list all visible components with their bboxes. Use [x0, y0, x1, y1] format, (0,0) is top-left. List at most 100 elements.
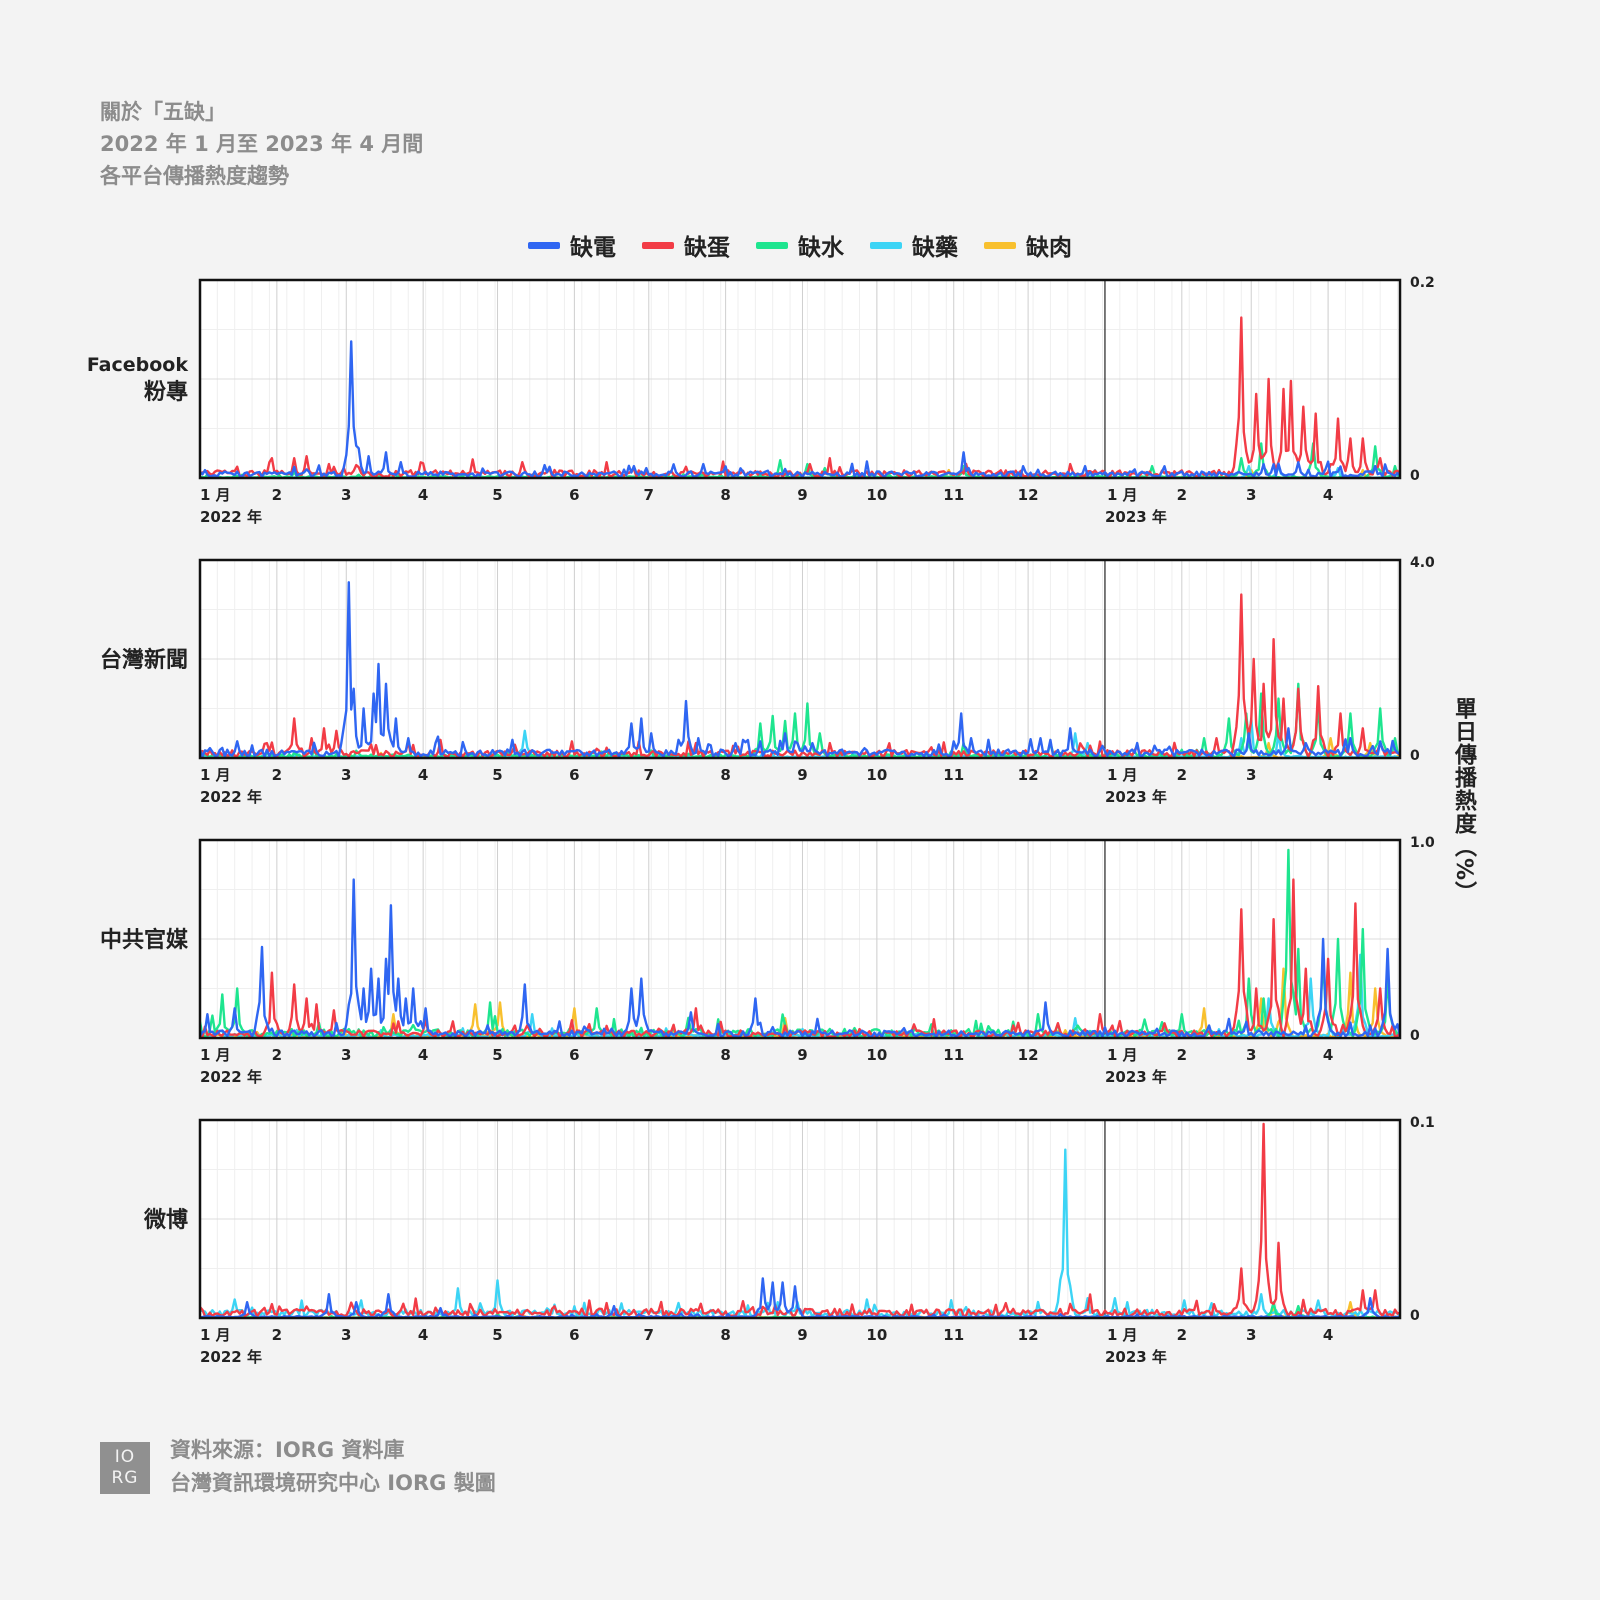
- x-tick-label: 6: [569, 1046, 579, 1064]
- legend-item: 缺肉: [984, 228, 1072, 262]
- legend-swatch: [528, 241, 560, 249]
- x-tick-label: 7: [644, 766, 654, 784]
- x-tick-label: 6: [569, 1326, 579, 1344]
- year-label: 2022 年: [200, 1068, 262, 1086]
- x-tick-label: 4: [1323, 1326, 1333, 1344]
- x-tick-label: 8: [720, 1046, 730, 1064]
- x-tick-label: 1 月: [1107, 1046, 1138, 1064]
- x-tick-label: 8: [720, 1326, 730, 1344]
- chart-panel: 0.2 0 1 月 2 3 4 5 6 7 8 9 10 11 12 1 月 2 3 4 2022 年 2023 年 F…: [87, 275, 1435, 526]
- x-tick-label: 3: [341, 766, 351, 784]
- legend-item: 缺蛋: [642, 228, 730, 262]
- x-tick-label: 7: [644, 1046, 654, 1064]
- panel-title: 微博: [143, 1207, 188, 1233]
- y-tick-label: 0: [1410, 748, 1420, 764]
- x-tick-label: 7: [644, 1326, 654, 1344]
- x-tick-label: 2: [272, 766, 282, 784]
- iorg-logo: IO RG: [100, 1442, 150, 1494]
- x-tick-label: 1 月: [200, 486, 231, 504]
- title-line-1: 關於「五缺」: [100, 100, 226, 124]
- y-axis-title: 單日傳播熱度（%）: [1451, 697, 1476, 905]
- legend-label: 缺水: [798, 235, 844, 261]
- chart-panel: 4.0 0 1 月 2 3 4 5 6 7 8 9 10 11 12 1 月 2 3 4 2022 年 2023 年 台…: [100, 555, 1435, 806]
- x-tick-label: 4: [418, 486, 428, 504]
- x-tick-label: 4: [1323, 766, 1333, 784]
- x-tick-label: 3: [1246, 486, 1256, 504]
- x-tick-label: 4: [418, 1326, 428, 1344]
- legend-swatch: [870, 241, 902, 249]
- legend-label: 缺蛋: [684, 235, 730, 261]
- legend-label: 缺肉: [1026, 235, 1072, 261]
- year-label: 2023 年: [1105, 1068, 1167, 1086]
- x-tick-label: 10: [866, 1046, 887, 1064]
- logo-text-bottom: RG: [111, 1468, 139, 1488]
- legend-item: 缺藥: [870, 228, 958, 262]
- plot-frame: [198, 1118, 1402, 1320]
- panel-title: Facebook: [87, 354, 189, 376]
- x-tick-label: 5: [492, 486, 502, 504]
- legend-swatch: [984, 241, 1016, 249]
- y-tick-label: 4.0: [1410, 555, 1435, 571]
- x-tick-label: 12: [1018, 1046, 1039, 1064]
- legend-item: 缺水: [756, 228, 844, 262]
- x-tick-label: 1 月: [1107, 486, 1138, 504]
- credit-note: 台灣資訊環境研究中心 IORG 製圖: [170, 1471, 496, 1495]
- series-line: [200, 340, 1400, 478]
- x-tick-label: 3: [1246, 1046, 1256, 1064]
- year-label: 2023 年: [1105, 508, 1167, 526]
- panel-title: 粉專: [144, 379, 188, 405]
- y-tick-label: 0: [1410, 468, 1420, 484]
- year-label: 2022 年: [200, 1348, 262, 1366]
- legend-swatch: [642, 241, 674, 249]
- x-tick-label: 10: [866, 1326, 887, 1344]
- x-tick-label: 4: [1323, 1046, 1333, 1064]
- year-label: 2022 年: [200, 508, 262, 526]
- plot-frame: [198, 838, 1402, 1040]
- x-tick-label: 4: [418, 766, 428, 784]
- x-tick-label: 5: [492, 766, 502, 784]
- x-tick-label: 12: [1018, 766, 1039, 784]
- x-tick-label: 12: [1018, 486, 1039, 504]
- x-tick-label: 11: [943, 1326, 964, 1344]
- x-tick-label: 2: [1177, 1326, 1187, 1344]
- chart-title: 關於「五缺」 2022 年 1 月至 2023 年 4 月間 各平台傳播熱度趨勢: [100, 96, 423, 192]
- year-label: 2022 年: [200, 788, 262, 806]
- x-tick-label: 5: [492, 1326, 502, 1344]
- x-tick-label: 9: [797, 1326, 807, 1344]
- x-tick-label: 11: [943, 1046, 964, 1064]
- chart-panel: 0.1 0 1 月 2 3 4 5 6 7 8 9 10 11 12 1 月 2 3 4 2022 年 2023 年 微…: [143, 1115, 1435, 1366]
- x-tick-label: 2: [272, 486, 282, 504]
- x-tick-label: 10: [866, 766, 887, 784]
- x-tick-label: 1 月: [1107, 1326, 1138, 1344]
- series-line: [200, 581, 1400, 758]
- plot-frame: [198, 278, 1402, 480]
- x-tick-label: 3: [341, 486, 351, 504]
- x-tick-label: 2: [272, 1046, 282, 1064]
- x-tick-label: 3: [341, 1046, 351, 1064]
- x-tick-label: 2: [1177, 486, 1187, 504]
- x-tick-label: 9: [797, 1046, 807, 1064]
- x-tick-label: 2: [272, 1326, 282, 1344]
- x-tick-label: 6: [569, 766, 579, 784]
- x-tick-label: 12: [1018, 1326, 1039, 1344]
- x-tick-label: 11: [943, 486, 964, 504]
- x-tick-label: 1 月: [1107, 766, 1138, 784]
- legend-swatch: [756, 241, 788, 249]
- y-tick-label: 0: [1410, 1308, 1420, 1324]
- x-tick-label: 9: [797, 486, 807, 504]
- legend-label: 缺電: [570, 235, 616, 261]
- footer: IO RG 資料來源：IORG 資料庫 台灣資訊環境研究中心 IORG 製圖: [100, 1438, 496, 1500]
- x-tick-label: 2: [1177, 1046, 1187, 1064]
- legend: 缺電 缺蛋 缺水 缺藥 缺肉: [0, 228, 1600, 262]
- chart-panel: 1.0 0 1 月 2 3 4 5 6 7 8 9 10 11 12 1 月 2 3 4 2022 年 2023 年 中…: [100, 835, 1435, 1086]
- year-label: 2023 年: [1105, 1348, 1167, 1366]
- plot-frame: [198, 558, 1402, 760]
- footer-text: 資料來源：IORG 資料庫 台灣資訊環境研究中心 IORG 製圖: [170, 1434, 496, 1500]
- x-tick-label: 4: [1323, 486, 1333, 504]
- x-tick-label: 1 月: [200, 1046, 231, 1064]
- x-tick-label: 10: [866, 486, 887, 504]
- y-tick-label: 0: [1410, 1028, 1420, 1044]
- x-tick-label: 3: [341, 1326, 351, 1344]
- x-tick-label: 8: [720, 486, 730, 504]
